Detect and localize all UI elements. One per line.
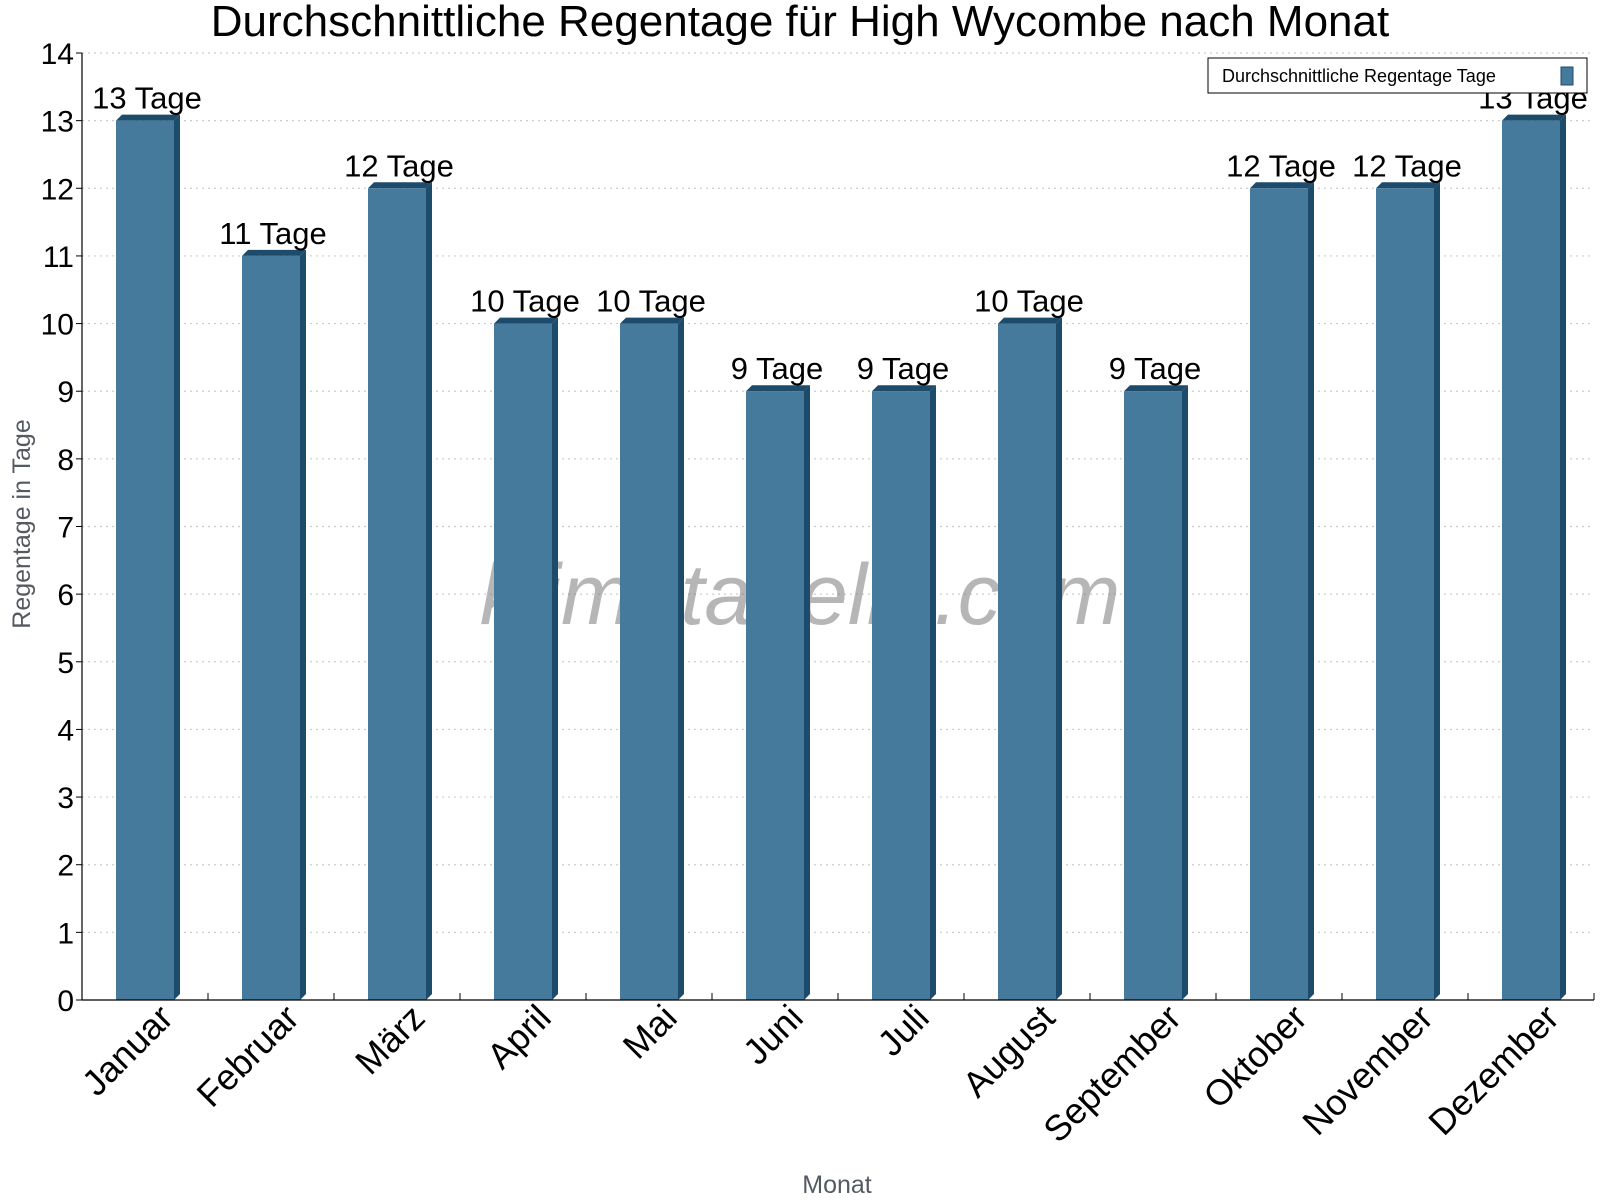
bar-side [426, 182, 432, 1001]
y-tick-label: 0 [57, 985, 74, 1018]
bar-side [1308, 182, 1314, 1001]
y-tick-label: 13 [41, 106, 74, 139]
x-tick-label: Juli [869, 997, 936, 1064]
y-tick-label: 9 [57, 376, 74, 409]
y-tick-label: 12 [41, 173, 74, 206]
bar-value-label: 9 Tage [731, 351, 824, 386]
x-tick-label: Dezember [1420, 997, 1566, 1143]
bar-februar [242, 249, 306, 1000]
legend: Durchschnittliche Regentage Tage [1207, 57, 1588, 94]
bar-top [368, 182, 432, 189]
y-tick-label: 5 [57, 647, 74, 680]
y-tick-label: 1 [57, 917, 74, 950]
bar-value-label: 10 Tage [596, 284, 706, 319]
bar-top [242, 249, 306, 256]
bar-september [1124, 385, 1188, 1000]
bar-juli [872, 385, 936, 1000]
bar-side [300, 249, 306, 1000]
x-tick-label: April [479, 997, 559, 1077]
bar-value-labels: 13 Tage 11 Tage 12 Tage 10 Tage 10 Tage 9 Tag… [92, 81, 1588, 387]
bar-top [494, 317, 558, 324]
bar-value-label: 12 Tage [1226, 148, 1336, 183]
bar-side [1056, 317, 1062, 1001]
bar-top [872, 385, 936, 392]
bar-top [998, 317, 1062, 324]
bar-side [1434, 182, 1440, 1001]
x-axis-ticks: Januar Februar März April Mai Juni Juli AugustS… [74, 993, 1595, 1151]
y-tick-label: 14 [41, 38, 74, 71]
bar-top [746, 385, 810, 392]
bar [1502, 120, 1560, 1000]
bar-value-label: 13 Tage [92, 81, 202, 116]
bar-top [1250, 182, 1314, 189]
y-tick-label: 2 [57, 850, 74, 883]
y-axis-title: Regentage in Tage [8, 419, 36, 628]
bar [494, 323, 552, 1001]
bar-oktober [1250, 182, 1314, 1001]
x-tick-label: Juni [735, 997, 811, 1073]
bar [1376, 188, 1434, 1001]
bar-top [116, 114, 180, 121]
legend-box [1207, 57, 1588, 94]
bar [998, 323, 1056, 1001]
y-tick-label: 3 [57, 782, 74, 815]
bar-side [1182, 385, 1188, 1000]
bar-side [930, 385, 936, 1000]
bar-side [174, 114, 180, 1000]
bar-top [620, 317, 684, 324]
y-tick-label: 6 [57, 579, 74, 612]
legend-swatch [1560, 66, 1574, 86]
bar-april [494, 317, 558, 1001]
bar-value-label: 12 Tage [1352, 148, 1462, 183]
bar-value-label: 11 Tage [219, 216, 326, 251]
bars [116, 114, 1566, 1001]
bar-august [998, 317, 1062, 1001]
grid-lines [82, 52, 1594, 933]
bar-märz [368, 182, 432, 1001]
y-tick-label: 4 [57, 714, 74, 747]
legend-label: Durchschnittliche Regentage Tage [1222, 66, 1496, 86]
bar-side [1560, 114, 1566, 1000]
x-tick-label: Oktober [1195, 997, 1315, 1117]
bar [368, 188, 426, 1001]
x-tick-label: November [1294, 997, 1440, 1143]
x-axis-title: Monat [802, 1171, 872, 1199]
bar [620, 323, 678, 1001]
bar-top [1502, 114, 1566, 121]
bar-side [552, 317, 558, 1001]
bar-side [678, 317, 684, 1001]
y-tick-label: 8 [57, 444, 74, 477]
bar-value-label: 9 Tage [857, 351, 950, 386]
bar-top [1376, 182, 1440, 189]
bar-mai [620, 317, 684, 1001]
x-tick-label: Februar [189, 997, 307, 1115]
bar-januar [116, 114, 180, 1000]
y-tick-label: 11 [43, 241, 74, 274]
x-tick-label: März [347, 997, 433, 1083]
bar [746, 391, 804, 1000]
chart-title: Durchschnittliche Regentage für High Wyc… [211, 0, 1389, 46]
bar-value-label: 10 Tage [470, 284, 580, 319]
bar-juni [746, 385, 810, 1000]
bar-november [1376, 182, 1440, 1001]
bar-value-label: 10 Tage [974, 284, 1084, 319]
bar-top [1124, 385, 1188, 392]
bar [872, 391, 930, 1000]
bar [116, 120, 174, 1000]
x-tick-label: August [954, 997, 1062, 1105]
y-tick-label: 7 [57, 512, 74, 545]
bar [242, 255, 300, 1000]
bar-side [804, 385, 810, 1000]
bar-value-label: 9 Tage [1109, 351, 1202, 386]
bar [1250, 188, 1308, 1001]
bar-value-label: 12 Tage [344, 148, 454, 183]
x-tick-label: Mai [615, 997, 685, 1067]
x-tick-label: September [1035, 997, 1189, 1151]
bar-dezember [1502, 114, 1566, 1000]
x-tick-label: Januar [74, 997, 181, 1104]
y-tick-label: 10 [41, 309, 74, 342]
bar [1124, 391, 1182, 1000]
